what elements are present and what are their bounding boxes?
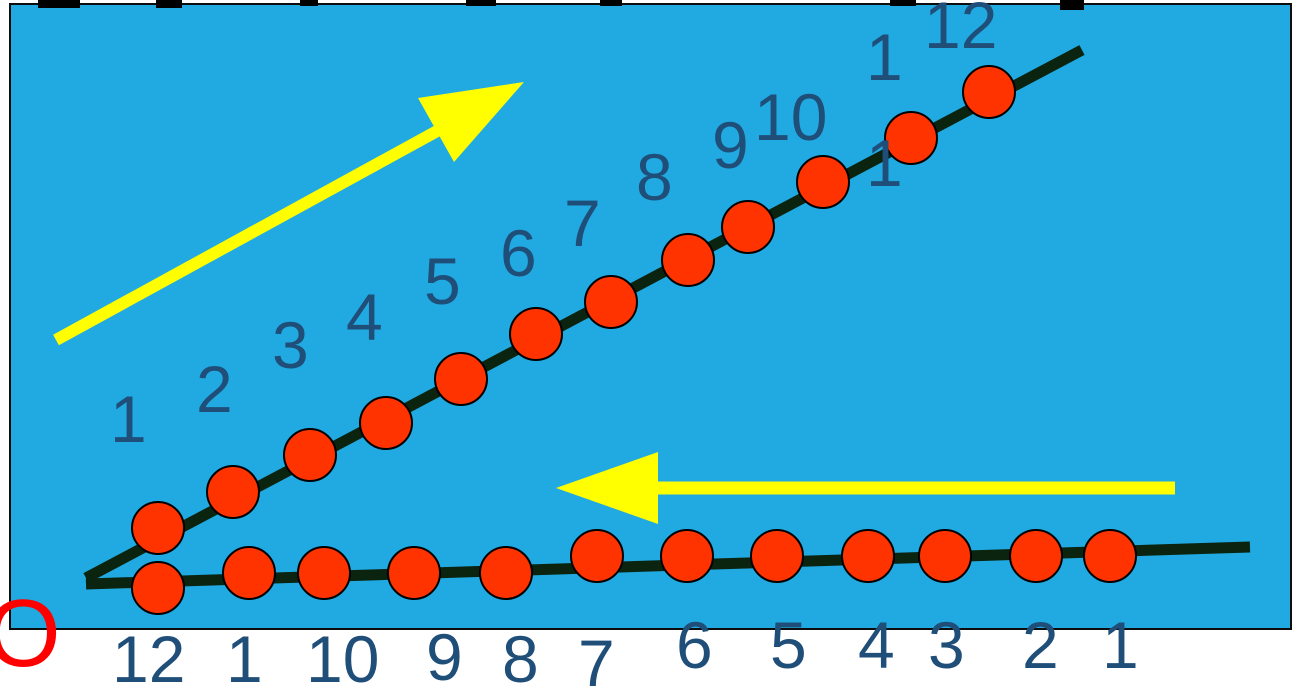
dot xyxy=(479,546,533,600)
dot xyxy=(750,529,804,583)
header-fragment xyxy=(1060,0,1084,10)
dot xyxy=(584,275,638,329)
header-fragment xyxy=(600,0,622,6)
upper-dots xyxy=(131,65,1016,555)
dot xyxy=(509,307,563,361)
upper-label: 12 xyxy=(924,0,997,62)
dot xyxy=(206,465,260,519)
dot xyxy=(962,65,1016,119)
lower-label: 6 xyxy=(676,608,713,682)
dot xyxy=(131,561,185,615)
upper-label: 1 xyxy=(110,382,147,456)
header-fragment xyxy=(156,0,182,8)
lower-label: 8 xyxy=(502,622,539,688)
header-fragment xyxy=(466,0,496,6)
dot xyxy=(796,155,850,209)
upper-label: 1 xyxy=(866,20,903,94)
dot xyxy=(721,200,775,254)
upper-extra-label: 1 xyxy=(866,126,903,200)
upper-label: 2 xyxy=(196,352,233,426)
header-fragment xyxy=(890,0,916,6)
origin-label: O xyxy=(0,580,61,687)
dot xyxy=(359,396,413,450)
upper-label: 7 xyxy=(564,186,601,260)
upper-label: 10 xyxy=(754,80,827,154)
dot xyxy=(1083,529,1137,583)
lower-label: 12 xyxy=(112,622,185,688)
upper-label: 4 xyxy=(346,280,383,354)
dot xyxy=(841,529,895,583)
dot xyxy=(222,546,276,600)
lower-label: 5 xyxy=(770,608,807,682)
upper-label: 5 xyxy=(424,244,461,318)
header-fragment xyxy=(300,0,318,6)
arrow-left xyxy=(556,452,1175,524)
lower-label: 1 xyxy=(226,622,263,688)
lower-label: 9 xyxy=(426,620,463,688)
dot xyxy=(660,529,714,583)
header-fragment xyxy=(38,0,80,8)
arrow-up-right xyxy=(53,82,524,346)
lower-label: 3 xyxy=(928,608,965,682)
lower-label: 1 xyxy=(1102,608,1139,682)
lower-label: 10 xyxy=(306,622,379,688)
dot xyxy=(434,352,488,406)
lower-label: 4 xyxy=(858,608,895,682)
dot xyxy=(884,111,938,165)
dot xyxy=(918,529,972,583)
lower-label: 2 xyxy=(1022,608,1059,682)
dot xyxy=(1009,529,1063,583)
upper-label: 9 xyxy=(712,108,749,182)
background-panel xyxy=(9,3,1292,630)
dot xyxy=(297,546,351,600)
upper-label: 8 xyxy=(636,140,673,214)
upper-label: 6 xyxy=(500,216,537,290)
upper-label: 3 xyxy=(272,308,309,382)
lower-label: 7 xyxy=(578,626,615,688)
dot xyxy=(131,501,185,555)
dot xyxy=(570,529,624,583)
dot xyxy=(283,428,337,482)
dot xyxy=(661,233,715,287)
dot xyxy=(387,546,441,600)
lower-dots xyxy=(131,529,1137,615)
